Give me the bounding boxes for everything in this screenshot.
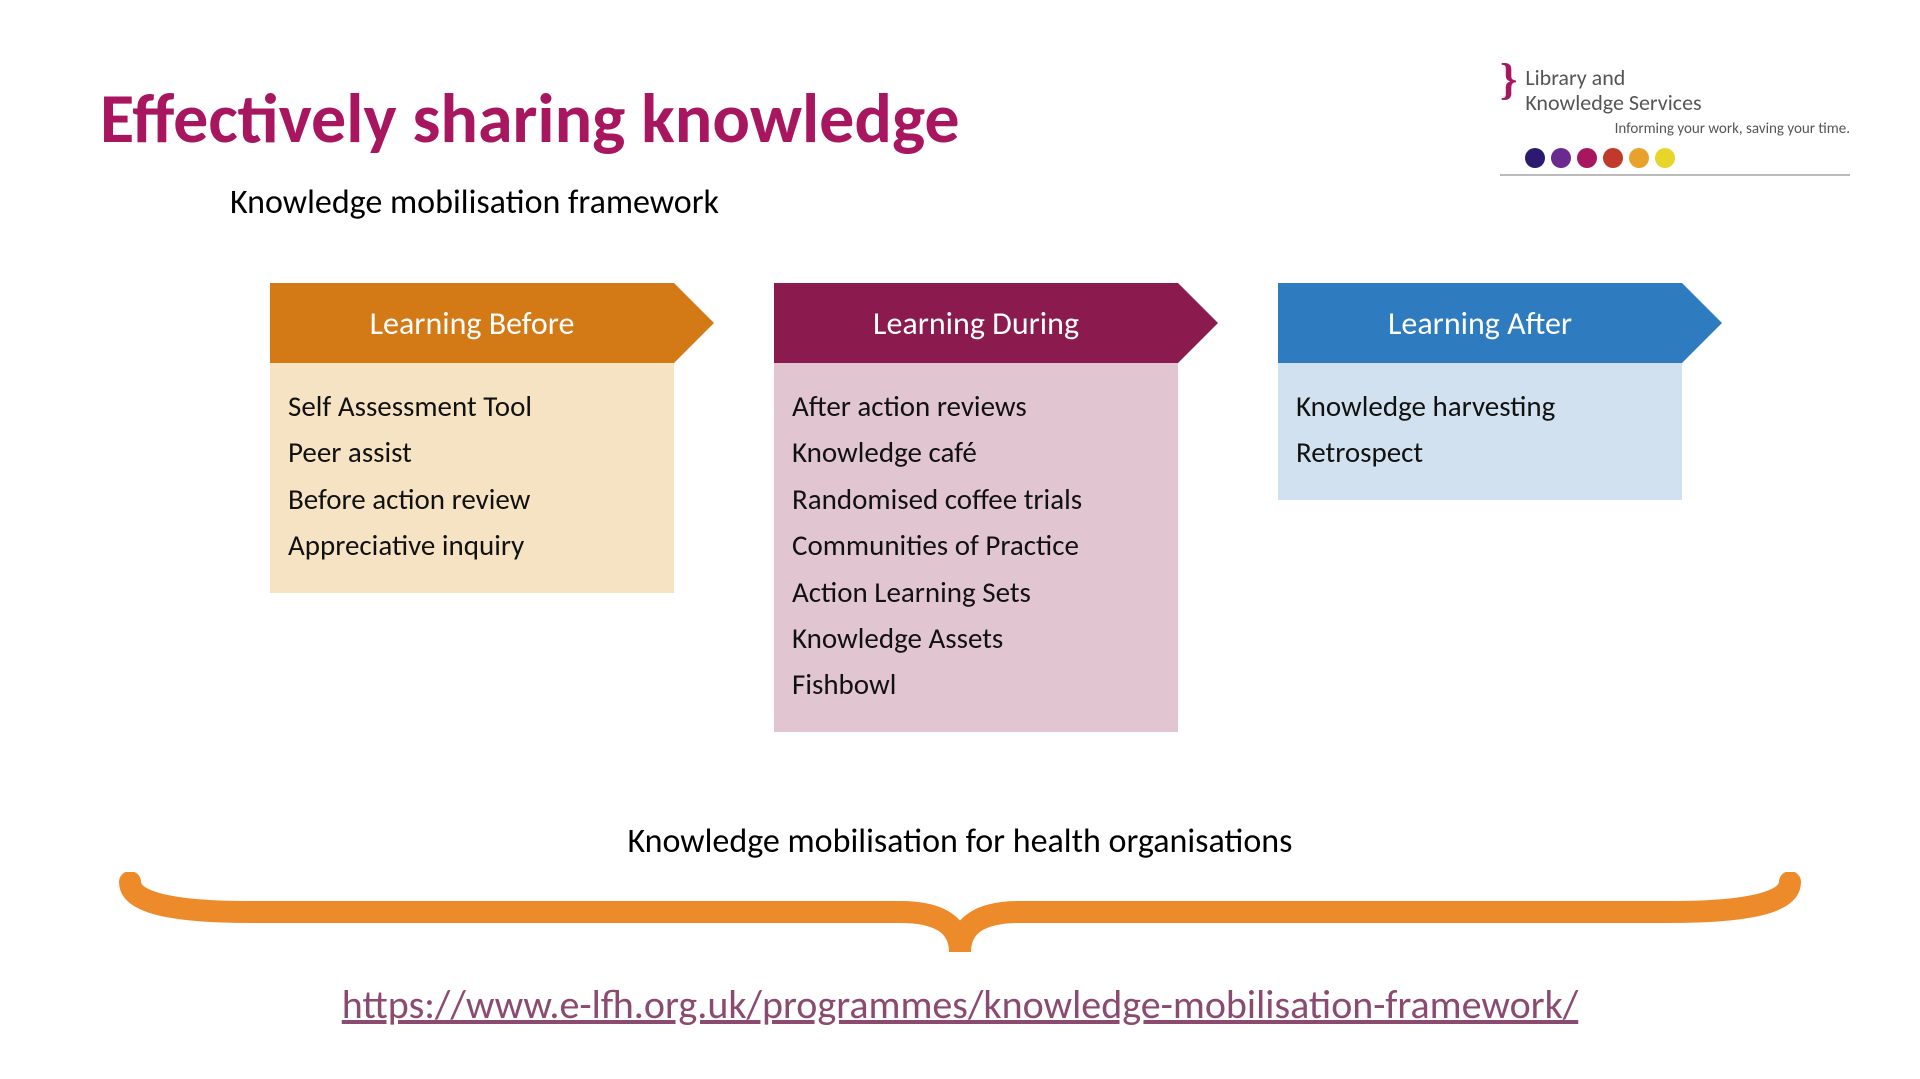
logo-line2: Knowledge Services bbox=[1525, 90, 1701, 115]
footer: Knowledge mobilisation for health organi… bbox=[100, 821, 1820, 1029]
dot-icon bbox=[1577, 148, 1597, 168]
column-header: Learning After bbox=[1278, 283, 1682, 363]
logo-underline bbox=[1500, 174, 1850, 176]
column-body: Knowledge harvesting Retrospect bbox=[1278, 363, 1682, 500]
logo-name: Library and Knowledge Services bbox=[1525, 65, 1701, 116]
brace-icon bbox=[110, 872, 1810, 962]
summary-text: Knowledge mobilisation for health organi… bbox=[100, 821, 1820, 862]
list-item: Communities of Practice bbox=[792, 522, 1160, 568]
logo-tagline: Informing your work, saving your time. bbox=[1500, 120, 1850, 138]
list-item: Knowledge café bbox=[792, 429, 1160, 475]
column-header: Learning During bbox=[774, 283, 1178, 363]
list-item: Before action review bbox=[288, 476, 656, 522]
list-item: Fishbowl bbox=[792, 661, 1160, 707]
logo-dots bbox=[1500, 148, 1850, 168]
list-item: Appreciative inquiry bbox=[288, 522, 656, 568]
list-item: Randomised coffee trials bbox=[792, 476, 1160, 522]
reference-url[interactable]: https://www.e-lfh.org.uk/programmes/know… bbox=[342, 980, 1579, 1029]
page-subtitle: Knowledge mobilisation framework bbox=[230, 182, 1820, 223]
dot-icon bbox=[1551, 148, 1571, 168]
list-item: Knowledge harvesting bbox=[1296, 383, 1664, 429]
list-item: Action Learning Sets bbox=[792, 569, 1160, 615]
logo-text: } Library and Knowledge Services bbox=[1500, 65, 1850, 116]
column-body: Self Assessment Tool Peer assist Before … bbox=[270, 363, 674, 593]
column-after: Learning After Knowledge harvesting Retr… bbox=[1278, 283, 1682, 500]
list-item: Peer assist bbox=[288, 429, 656, 475]
list-item: After action reviews bbox=[792, 383, 1160, 429]
dot-icon bbox=[1603, 148, 1623, 168]
dot-icon bbox=[1525, 148, 1545, 168]
slide: Effectively sharing knowledge Knowledge … bbox=[0, 0, 1920, 1079]
logo: } Library and Knowledge Services Informi… bbox=[1500, 65, 1850, 176]
bracket-icon: } bbox=[1500, 65, 1517, 96]
list-item: Knowledge Assets bbox=[792, 615, 1160, 661]
column-before: Learning Before Self Assessment Tool Pee… bbox=[270, 283, 674, 593]
columns-container: Learning Before Self Assessment Tool Pee… bbox=[270, 283, 1820, 732]
column-header: Learning Before bbox=[270, 283, 674, 363]
dot-icon bbox=[1629, 148, 1649, 168]
dot-icon bbox=[1655, 148, 1675, 168]
list-item: Retrospect bbox=[1296, 429, 1664, 475]
list-item: Self Assessment Tool bbox=[288, 383, 656, 429]
logo-line1: Library and bbox=[1525, 65, 1701, 90]
column-body: After action reviews Knowledge café Rand… bbox=[774, 363, 1178, 732]
column-during: Learning During After action reviews Kno… bbox=[774, 283, 1178, 732]
